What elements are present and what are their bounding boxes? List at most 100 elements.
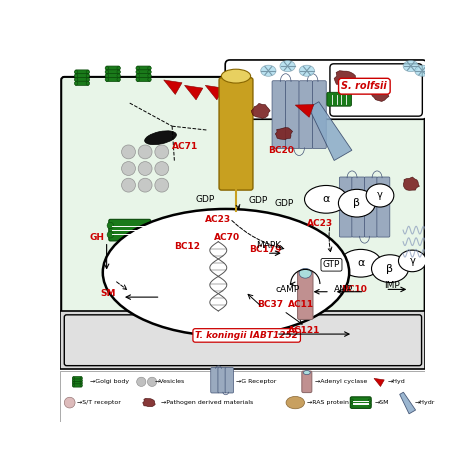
Circle shape bbox=[107, 222, 114, 229]
Text: α: α bbox=[322, 194, 330, 204]
FancyBboxPatch shape bbox=[365, 177, 377, 237]
FancyBboxPatch shape bbox=[73, 379, 82, 382]
Polygon shape bbox=[164, 80, 182, 94]
Text: →Adenyl cyclase: →Adenyl cyclase bbox=[315, 379, 367, 384]
FancyBboxPatch shape bbox=[377, 177, 390, 237]
Circle shape bbox=[138, 178, 152, 192]
Circle shape bbox=[80, 380, 82, 382]
Ellipse shape bbox=[103, 209, 349, 336]
Circle shape bbox=[138, 145, 152, 159]
Circle shape bbox=[105, 74, 109, 77]
FancyBboxPatch shape bbox=[137, 73, 150, 78]
Text: β: β bbox=[354, 198, 360, 208]
Circle shape bbox=[148, 70, 151, 73]
Polygon shape bbox=[309, 102, 352, 161]
Circle shape bbox=[73, 377, 75, 379]
FancyBboxPatch shape bbox=[61, 311, 425, 369]
Text: γ: γ bbox=[410, 256, 415, 266]
Text: SM: SM bbox=[100, 289, 116, 298]
Circle shape bbox=[368, 403, 371, 406]
Text: AC71: AC71 bbox=[172, 142, 198, 151]
Circle shape bbox=[121, 162, 136, 175]
Ellipse shape bbox=[303, 371, 310, 374]
Text: AC23: AC23 bbox=[205, 215, 231, 224]
Circle shape bbox=[86, 74, 90, 78]
Circle shape bbox=[148, 74, 151, 77]
Circle shape bbox=[148, 66, 151, 70]
Circle shape bbox=[105, 66, 109, 70]
FancyBboxPatch shape bbox=[218, 367, 227, 393]
Ellipse shape bbox=[145, 131, 176, 145]
Polygon shape bbox=[334, 71, 356, 86]
Ellipse shape bbox=[372, 255, 409, 283]
Circle shape bbox=[117, 70, 120, 73]
Circle shape bbox=[350, 403, 353, 406]
FancyBboxPatch shape bbox=[106, 66, 119, 70]
FancyBboxPatch shape bbox=[299, 81, 313, 148]
Circle shape bbox=[86, 70, 90, 74]
Polygon shape bbox=[403, 177, 419, 191]
FancyBboxPatch shape bbox=[272, 81, 286, 148]
Text: BC10: BC10 bbox=[341, 285, 367, 294]
FancyBboxPatch shape bbox=[75, 73, 89, 78]
Circle shape bbox=[73, 380, 75, 382]
Circle shape bbox=[117, 78, 120, 81]
Circle shape bbox=[117, 66, 120, 70]
Circle shape bbox=[80, 384, 82, 387]
FancyBboxPatch shape bbox=[61, 77, 425, 322]
FancyBboxPatch shape bbox=[137, 77, 150, 82]
Circle shape bbox=[64, 397, 75, 408]
Ellipse shape bbox=[403, 61, 419, 72]
Text: BC20: BC20 bbox=[268, 146, 294, 155]
Ellipse shape bbox=[366, 184, 394, 207]
Circle shape bbox=[155, 145, 169, 159]
FancyBboxPatch shape bbox=[106, 70, 119, 74]
FancyBboxPatch shape bbox=[73, 382, 82, 385]
Polygon shape bbox=[143, 398, 155, 407]
Polygon shape bbox=[184, 85, 203, 100]
Circle shape bbox=[136, 70, 139, 73]
Polygon shape bbox=[275, 128, 292, 139]
Circle shape bbox=[136, 66, 139, 70]
Circle shape bbox=[74, 78, 78, 82]
FancyBboxPatch shape bbox=[298, 272, 313, 319]
FancyBboxPatch shape bbox=[302, 371, 312, 392]
Circle shape bbox=[105, 78, 109, 81]
Text: AC11: AC11 bbox=[288, 300, 314, 309]
Text: →Hydr: →Hydr bbox=[415, 400, 435, 405]
FancyBboxPatch shape bbox=[327, 92, 352, 106]
Circle shape bbox=[146, 231, 152, 238]
Text: γ: γ bbox=[377, 191, 383, 201]
Circle shape bbox=[105, 70, 109, 73]
Circle shape bbox=[74, 74, 78, 78]
Ellipse shape bbox=[415, 65, 430, 76]
Text: →SM: →SM bbox=[374, 400, 389, 405]
Ellipse shape bbox=[261, 65, 276, 76]
Circle shape bbox=[147, 377, 157, 386]
Polygon shape bbox=[251, 103, 270, 118]
Circle shape bbox=[73, 382, 75, 384]
Text: S. rolfsii: S. rolfsii bbox=[341, 81, 387, 91]
Text: T. koningii IABT1252: T. koningii IABT1252 bbox=[195, 331, 298, 340]
Polygon shape bbox=[295, 105, 314, 117]
Text: GTP: GTP bbox=[323, 260, 340, 269]
Ellipse shape bbox=[299, 65, 314, 76]
Ellipse shape bbox=[399, 250, 426, 272]
Circle shape bbox=[74, 70, 78, 74]
FancyBboxPatch shape bbox=[64, 315, 421, 365]
Circle shape bbox=[148, 78, 151, 81]
FancyBboxPatch shape bbox=[352, 177, 365, 237]
Circle shape bbox=[80, 377, 82, 379]
Text: IMP: IMP bbox=[383, 281, 400, 290]
Text: GDP: GDP bbox=[274, 199, 293, 208]
Circle shape bbox=[155, 178, 169, 192]
Ellipse shape bbox=[304, 185, 347, 213]
Text: β: β bbox=[386, 264, 393, 273]
Text: BC179: BC179 bbox=[249, 245, 282, 254]
FancyBboxPatch shape bbox=[75, 70, 89, 74]
Ellipse shape bbox=[340, 249, 382, 277]
Text: →Pathogen derived materials: →Pathogen derived materials bbox=[161, 400, 253, 405]
Text: GH: GH bbox=[90, 233, 105, 242]
FancyBboxPatch shape bbox=[330, 64, 422, 116]
Circle shape bbox=[86, 82, 90, 85]
